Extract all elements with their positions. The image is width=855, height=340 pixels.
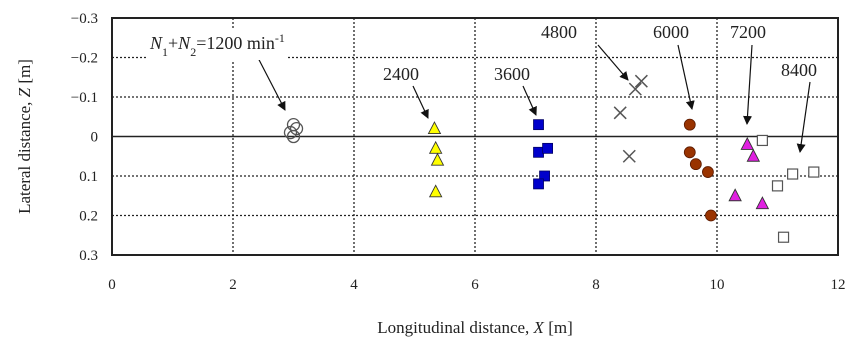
- data-point-2400: [428, 140, 443, 154]
- y-tick-label: 0.2: [79, 209, 98, 225]
- data-point-8400: [808, 166, 820, 178]
- data-point-6000: [683, 118, 696, 131]
- annotation-label-4800: 4800: [541, 22, 577, 42]
- data-point-4800: [634, 74, 648, 88]
- data-point-1200: [286, 129, 301, 144]
- annotation-label-8400: 8400: [781, 60, 817, 80]
- data-point-7200: [746, 148, 761, 162]
- data-point-8400: [756, 134, 768, 147]
- y-tick-label: 0.3: [79, 248, 98, 264]
- annotation-label-7200: 7200: [730, 22, 766, 42]
- annotation-label-background: [492, 63, 532, 85]
- annotation-label-background: [779, 59, 819, 81]
- x-tick-label: 12: [831, 277, 846, 293]
- x-tick-label: 8: [592, 277, 600, 293]
- annotation-label-background: [147, 30, 287, 60]
- y-tick-label: −0.1: [71, 90, 98, 106]
- y-tick-label: −0.2: [71, 51, 98, 67]
- y-tick-label: 0.1: [79, 169, 98, 185]
- data-point-3600: [542, 142, 553, 154]
- data-point-1200: [283, 125, 298, 140]
- annotation-label-background: [728, 21, 768, 43]
- annotation-label-3600: 3600: [494, 64, 530, 84]
- data-point-2400: [430, 152, 445, 166]
- annotation-label-1200: N1+N2=1200 min-1: [149, 31, 285, 59]
- data-point-6000: [705, 209, 717, 222]
- data-point-6000: [689, 158, 702, 171]
- annotation-label-background: [381, 63, 421, 85]
- y-axis-title: Lateral distance, Z [m]: [15, 59, 34, 214]
- data-point-3600: [533, 178, 544, 190]
- data-point-1200: [286, 118, 301, 132]
- x-tick-label: 4: [350, 277, 358, 293]
- annotation-arrow: [677, 44, 695, 110]
- data-point-3600: [533, 146, 544, 158]
- y-tick-label: 0: [91, 130, 99, 146]
- data-point-2400: [427, 121, 442, 135]
- x-tick-label: 6: [471, 277, 479, 293]
- annotation-arrow: [412, 85, 429, 119]
- annotation-arrow: [597, 44, 629, 81]
- annotations: N1+N2=1200 min-1 2400 3600 4800 6000 7200 8400: [147, 21, 819, 153]
- annotation-arrow: [522, 85, 537, 116]
- annotation-label-6000: 6000: [653, 22, 689, 42]
- data-point-7200: [740, 136, 754, 150]
- data-point-7200: [728, 188, 742, 202]
- data-point-2400: [428, 184, 443, 198]
- data-point-3600: [539, 170, 550, 182]
- data-point-8400: [771, 180, 784, 192]
- data-point-4800: [622, 149, 636, 163]
- data-point-4800: [613, 106, 627, 120]
- data-point-8400: [787, 168, 799, 180]
- x-tick-label: 10: [710, 277, 725, 293]
- annotation-label-background: [539, 21, 579, 43]
- data-point-3600: [533, 119, 544, 131]
- x-tick-label: 2: [229, 277, 237, 293]
- annotation-label-2400: 2400: [383, 64, 419, 84]
- data-point-6000: [702, 166, 714, 178]
- annotation-label-background: [651, 21, 691, 43]
- data-point-8400: [777, 231, 790, 243]
- data-point-4800: [628, 82, 642, 96]
- annotation-arrow: [254, 51, 286, 111]
- annotation-arrow: [796, 81, 811, 153]
- data-point-7200: [755, 196, 770, 210]
- annotation-arrow: [743, 44, 753, 125]
- data-point-6000: [683, 146, 696, 159]
- tick-labels: 0 2 4 6 8 10 12 −0.3 −0.2 −0.1 0 0.1 0.2 0.3: [71, 11, 846, 293]
- x-tick-label: 0: [108, 277, 116, 293]
- x-axis-title: Longitudinal distance, X [m]: [377, 318, 572, 337]
- data-points: [283, 74, 820, 243]
- y-tick-label: −0.3: [71, 11, 98, 27]
